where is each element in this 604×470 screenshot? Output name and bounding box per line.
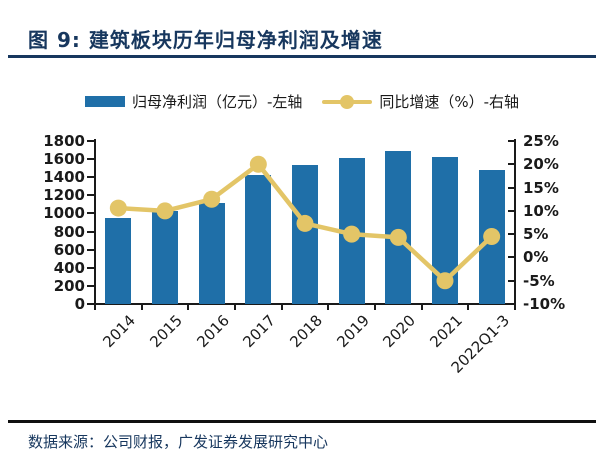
x-axis-tick — [140, 305, 143, 310]
y-axis-left-tick — [87, 248, 95, 251]
growth-marker-2018 — [296, 214, 314, 232]
title-underline — [8, 55, 596, 58]
source-divider — [8, 420, 596, 423]
y-axis-right-tick — [508, 233, 516, 236]
legend-label-yoy-growth: 同比增速（%）-右轴 — [379, 93, 520, 111]
x-axis-tick — [374, 305, 376, 310]
bar-2015 — [152, 210, 178, 304]
growth-marker-2017 — [249, 155, 267, 173]
x-axis-tick — [327, 305, 330, 310]
y-axis-left-label: 1600 — [43, 150, 85, 169]
y-axis-left-tick — [87, 176, 95, 179]
y-axis-left-tick — [87, 158, 95, 161]
y-axis-right-tick — [508, 209, 516, 212]
x-axis-tick — [514, 305, 516, 310]
y-axis-right-tick — [508, 163, 516, 166]
bar-series-swatch-icon — [84, 96, 125, 107]
x-axis — [94, 303, 516, 305]
bar-2014 — [105, 217, 132, 304]
growth-marker-2020 — [389, 228, 407, 246]
y-axis-left-label: 1000 — [43, 204, 85, 223]
y-axis-left-label: 1200 — [43, 186, 85, 205]
x-axis-tick — [420, 305, 423, 310]
growth-marker-2021 — [436, 272, 454, 290]
bar-2018 — [292, 164, 318, 304]
x-axis-tick — [94, 305, 96, 310]
growth-marker-2022Q1-3 — [483, 227, 501, 245]
line-swatch-dot — [340, 94, 355, 109]
y-axis-left-label: 1400 — [43, 168, 85, 187]
growth-line-series — [109, 155, 501, 290]
y-axis-left-tick — [87, 303, 95, 305]
x-axis-tick — [234, 305, 236, 310]
legend-item-net-profit: 归母净利润（亿元）-左轴 — [84, 91, 303, 112]
figure-title: 图 9: 建筑板块历年归母净利润及增速 — [28, 28, 383, 52]
bar-2016 — [198, 202, 225, 304]
y-axis-left-label: 800 — [53, 222, 85, 241]
y-axis-right-tick — [508, 303, 516, 305]
chart-legend: 归母净利润（亿元）-左轴 同比增速（%）-右轴 — [0, 91, 604, 112]
y-axis-right-label: 20% — [523, 155, 559, 174]
y-axis-right-label: 5% — [523, 225, 549, 244]
y-axis-left-label: 1800 — [43, 132, 85, 150]
y-axis-right-label: 10% — [523, 201, 559, 220]
y-axis-left — [94, 139, 96, 305]
growth-marker-2014 — [109, 199, 127, 217]
y-axis-left-tick — [87, 140, 95, 142]
y-axis-left-tick — [87, 230, 95, 233]
bar-2020 — [385, 150, 412, 304]
y-axis-left-tick — [87, 284, 95, 287]
growth-marker-2016 — [203, 190, 221, 208]
y-axis-right-label: -10% — [523, 295, 566, 313]
y-axis-right-label: 0% — [523, 248, 549, 267]
x-axis-tick — [280, 305, 283, 310]
y-axis-left-tick — [87, 194, 95, 197]
y-axis-right-tick — [508, 279, 516, 282]
source-note: 数据来源：公司财报，广发证券发展研究中心 — [28, 433, 329, 451]
y-axis-right-tick — [508, 256, 516, 259]
y-axis-right-tick — [508, 140, 516, 142]
y-axis-left-label: 0 — [74, 295, 85, 313]
y-axis-right-tick — [508, 186, 516, 189]
growth-marker-2019 — [343, 225, 361, 243]
y-axis-left-label: 200 — [53, 276, 85, 295]
y-axis-right — [514, 139, 516, 305]
y-axis-right-label: 25% — [523, 132, 559, 150]
y-axis-left-label: 600 — [53, 240, 85, 259]
line-series-swatch-icon — [322, 94, 373, 109]
legend-label-net-profit: 归母净利润（亿元）-左轴 — [131, 93, 303, 111]
bar-2017 — [245, 174, 272, 304]
x-axis-tick — [467, 305, 470, 310]
y-axis-right-label: -5% — [523, 271, 555, 290]
y-axis-left-label: 400 — [53, 258, 85, 277]
y-axis-left-tick — [87, 212, 95, 215]
x-axis-tick — [187, 305, 190, 310]
y-axis-right-label: 15% — [523, 178, 559, 197]
y-axis-left-tick — [87, 266, 95, 269]
legend-item-yoy-growth: 同比增速（%）-右轴 — [322, 91, 519, 112]
growth-marker-2015 — [156, 202, 174, 220]
